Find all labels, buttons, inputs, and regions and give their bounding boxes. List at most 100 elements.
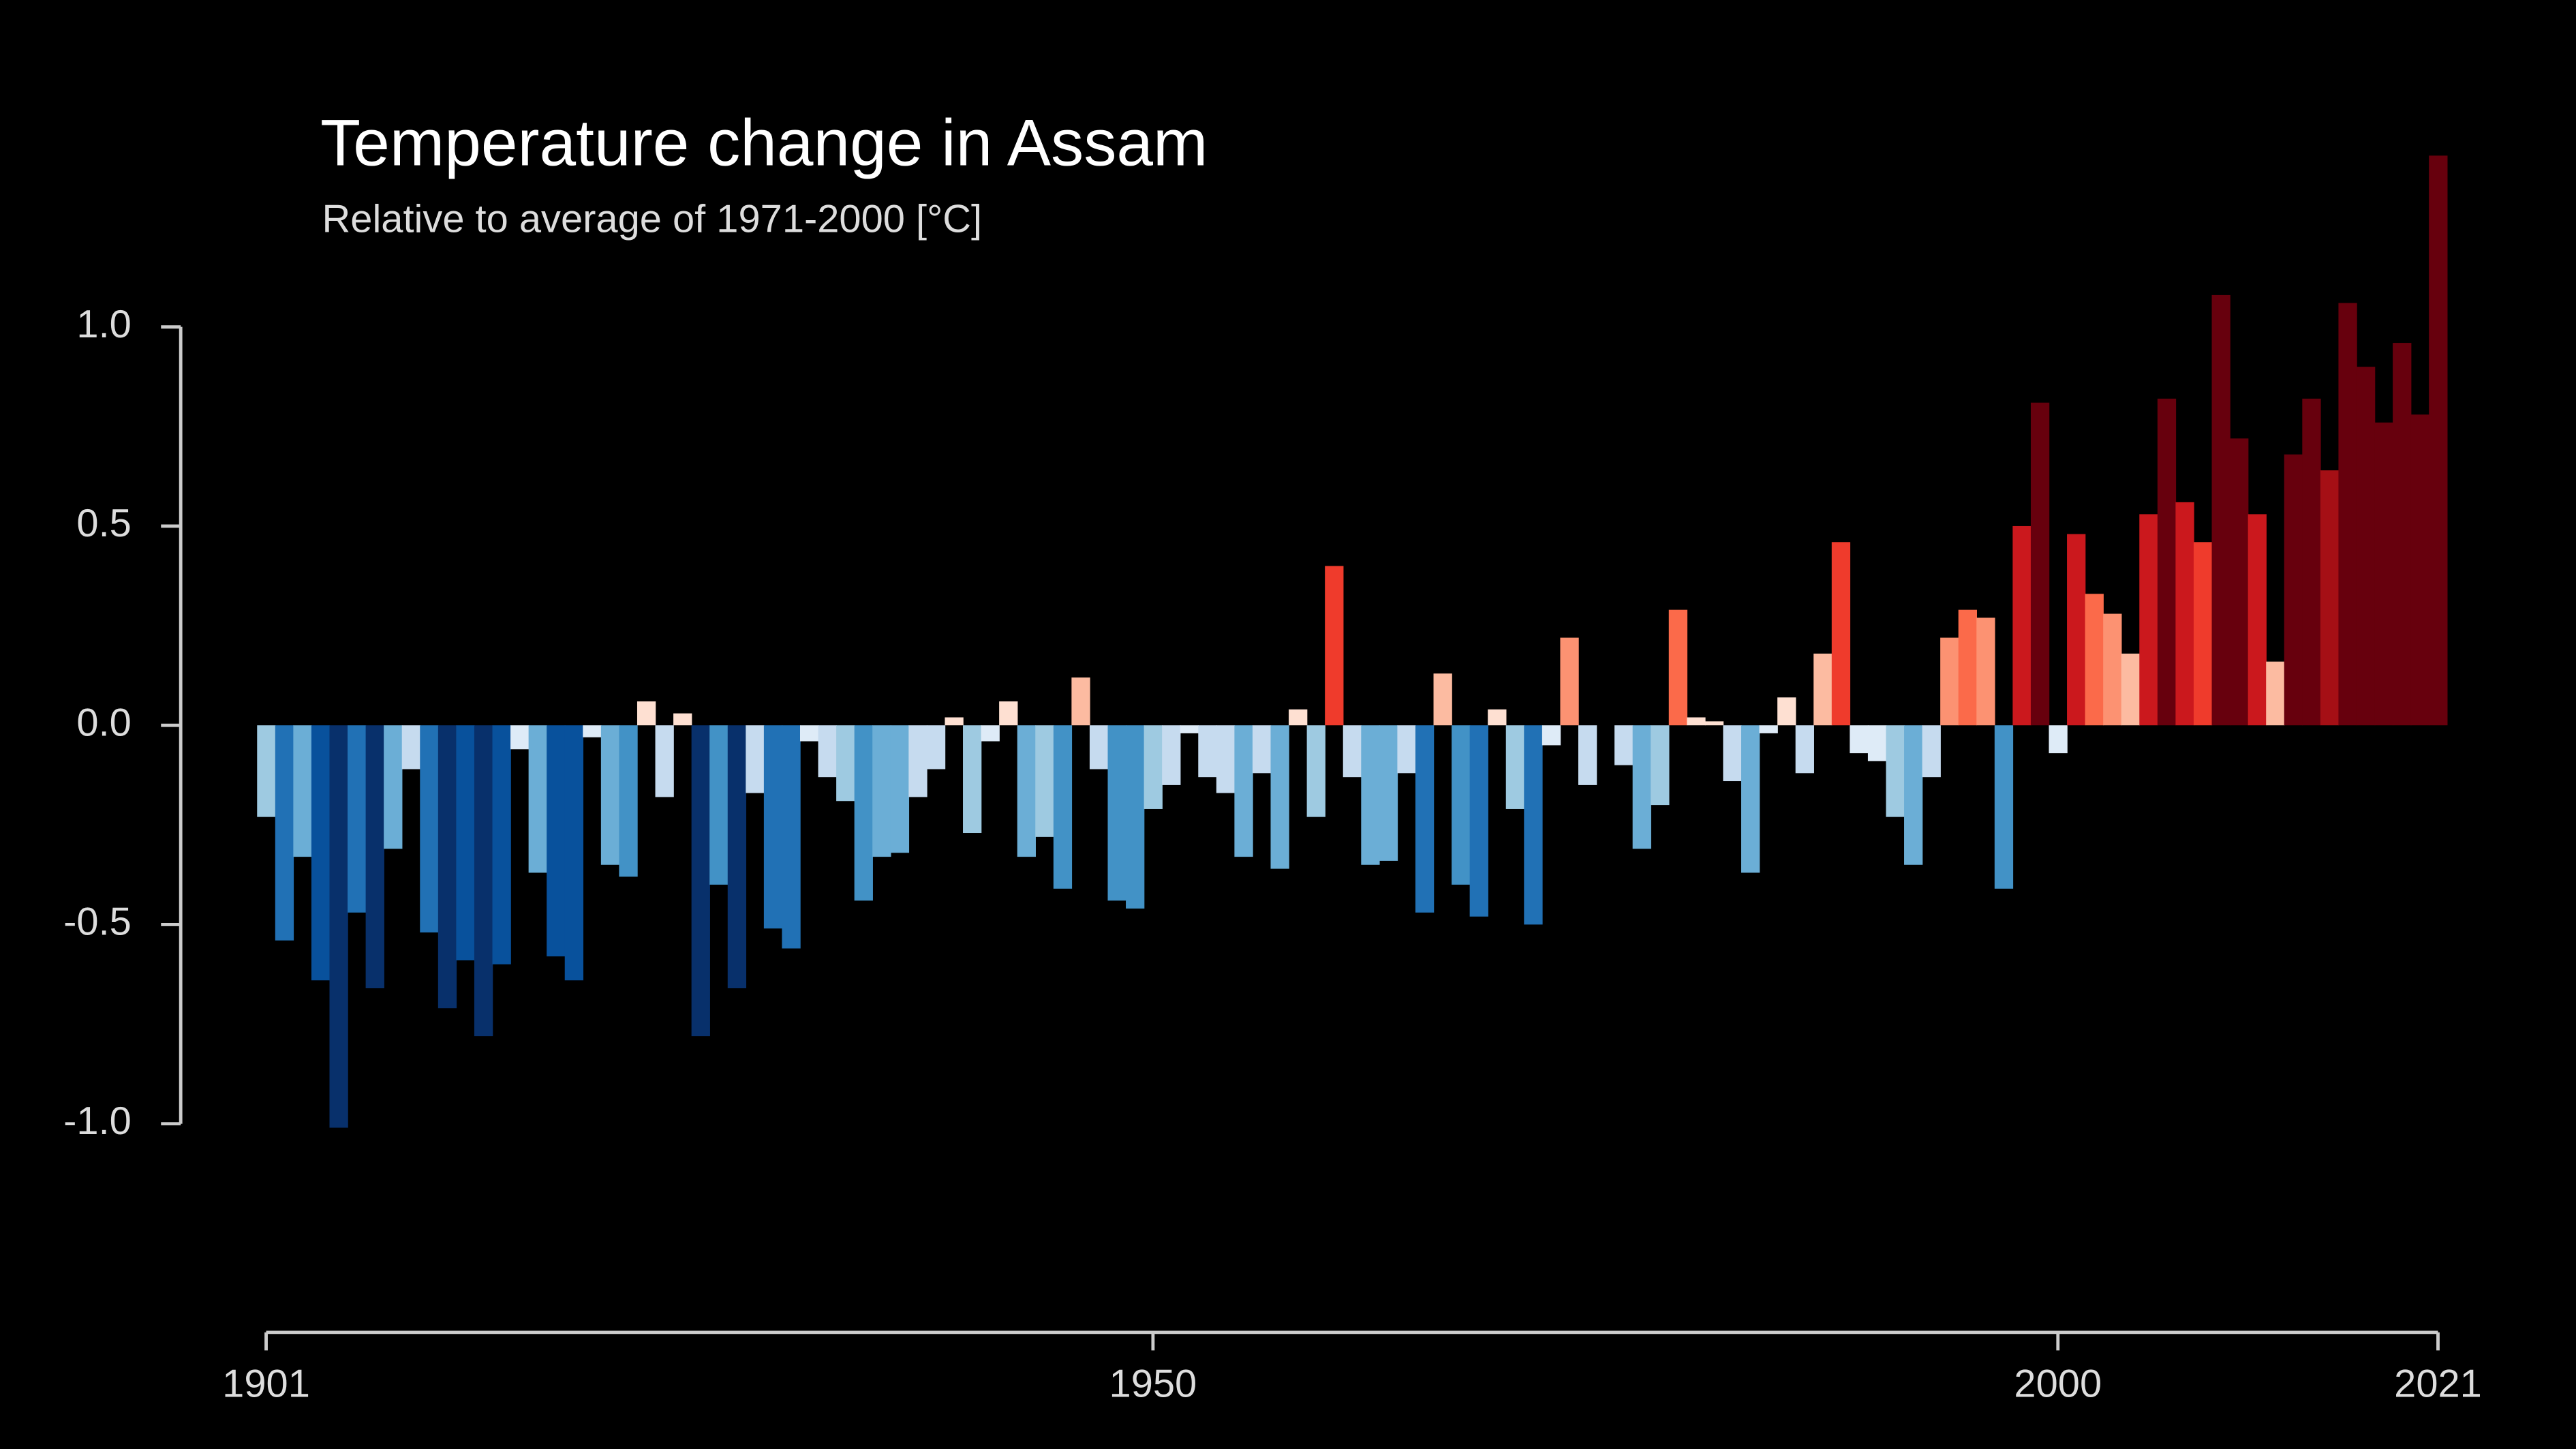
bar xyxy=(492,725,511,964)
x-tick-label: 2021 xyxy=(2394,1362,2482,1406)
bar xyxy=(782,725,801,949)
x-tick-label: 1950 xyxy=(1109,1362,1197,1406)
bar xyxy=(1107,725,1126,901)
bar xyxy=(2103,613,2122,726)
bar xyxy=(1994,725,2014,889)
bar xyxy=(2049,725,2068,754)
bar xyxy=(1488,709,1507,726)
bar xyxy=(510,725,530,750)
bar xyxy=(2284,454,2303,726)
bar xyxy=(655,725,674,797)
bar xyxy=(438,725,457,1009)
bar xyxy=(600,725,620,865)
bar xyxy=(1144,725,1163,809)
bar xyxy=(1361,725,1380,865)
bar xyxy=(348,725,367,913)
bar xyxy=(1524,725,1543,925)
bar xyxy=(1795,725,1814,774)
bar xyxy=(2266,661,2285,726)
bar xyxy=(2067,534,2086,726)
y-tick-label: 0.0 xyxy=(76,701,131,744)
bar xyxy=(1397,725,1416,774)
bar xyxy=(1632,725,1651,849)
bar xyxy=(1180,725,1199,733)
bar xyxy=(1325,566,1344,726)
bar xyxy=(2356,367,2376,726)
bar xyxy=(2211,294,2230,726)
bar xyxy=(890,725,910,853)
bar xyxy=(2302,398,2321,726)
bar xyxy=(2429,155,2448,726)
bar xyxy=(1306,725,1325,817)
bar xyxy=(926,725,946,769)
bar xyxy=(1433,673,1452,726)
bar xyxy=(945,717,964,726)
bar xyxy=(763,725,783,929)
bar xyxy=(673,713,692,726)
bar xyxy=(1216,725,1236,793)
bar xyxy=(2012,525,2031,726)
bar xyxy=(619,725,638,877)
bar xyxy=(1270,725,1289,869)
bar xyxy=(1053,725,1073,889)
bar xyxy=(1343,725,1362,778)
bar xyxy=(1126,725,1145,909)
bar xyxy=(854,725,873,901)
chart-subtitle: Relative to average of 1971-2000 [°C] xyxy=(322,198,983,241)
bar xyxy=(981,725,1000,742)
bar xyxy=(1017,725,1036,857)
bar xyxy=(637,701,656,726)
bar xyxy=(1922,725,1941,778)
bar xyxy=(1252,725,1272,774)
bar xyxy=(1904,725,1923,865)
bar xyxy=(872,725,891,857)
bar xyxy=(1234,725,1253,857)
x-tick-label: 1901 xyxy=(222,1362,310,1406)
bar xyxy=(2393,343,2412,726)
bar xyxy=(999,701,1018,726)
bar xyxy=(1741,725,1760,873)
y-tick-label: -0.5 xyxy=(63,900,132,944)
bar xyxy=(1651,725,1670,806)
bar xyxy=(2157,398,2177,726)
bar xyxy=(1542,725,1561,746)
bar xyxy=(2320,470,2340,726)
bar xyxy=(1813,653,1833,726)
bar xyxy=(2410,414,2429,726)
bar xyxy=(547,725,566,957)
bar xyxy=(1940,637,1959,726)
chart-title: Temperature change in Assam xyxy=(320,106,1208,179)
bar xyxy=(2030,402,2050,726)
bar xyxy=(2338,303,2357,726)
bar xyxy=(1976,617,1995,726)
y-tick-label: 0.5 xyxy=(76,502,131,545)
bar xyxy=(746,725,765,793)
bar xyxy=(1469,725,1488,917)
bar xyxy=(1723,725,1742,782)
bar xyxy=(836,725,855,802)
bar xyxy=(1958,609,1977,726)
bar xyxy=(1578,725,1597,785)
bar xyxy=(691,725,710,1037)
bar xyxy=(1089,725,1109,769)
bar xyxy=(1505,725,1525,809)
bar xyxy=(1379,725,1398,861)
bar xyxy=(1704,721,1724,726)
bar xyxy=(1614,725,1634,765)
bar xyxy=(963,725,982,834)
x-tick-label: 2000 xyxy=(2014,1362,2102,1406)
bar xyxy=(1198,725,1217,778)
bar xyxy=(2139,514,2158,726)
bar xyxy=(2085,594,2104,726)
y-tick-label: -1.0 xyxy=(63,1099,132,1143)
bar xyxy=(257,725,276,817)
bar xyxy=(1162,725,1181,785)
bar xyxy=(1886,725,1905,817)
bar xyxy=(1668,609,1688,726)
bar xyxy=(583,725,602,737)
bar xyxy=(908,725,927,797)
bar xyxy=(2193,542,2213,726)
bar xyxy=(384,725,403,849)
bar xyxy=(365,725,384,988)
